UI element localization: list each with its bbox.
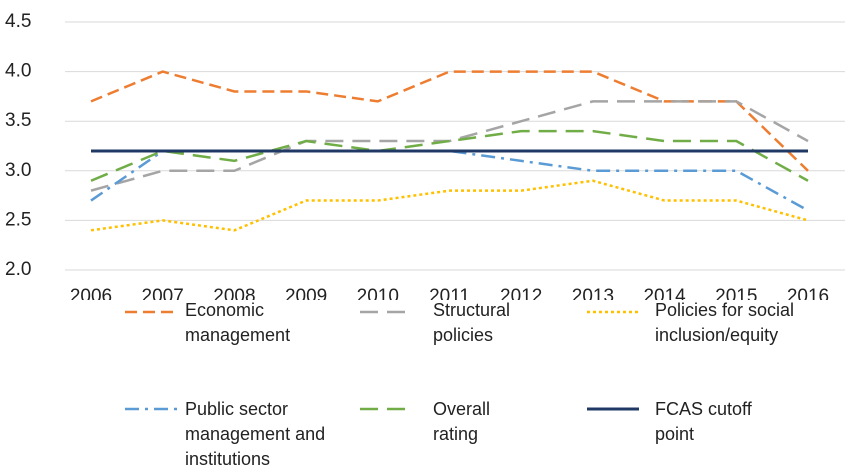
x-tick-label: 2007	[142, 286, 184, 300]
y-tick-label: 3.0	[5, 160, 31, 181]
legend-label: Economic management	[185, 300, 291, 345]
x-tick-label: 2010	[357, 286, 399, 300]
legend-label: Structural policies	[433, 300, 511, 345]
x-tick-label: 2006	[70, 286, 112, 300]
legend-label: Overall rating	[433, 399, 491, 444]
y-tick-label: 2.0	[5, 259, 31, 280]
series-line	[90, 100, 809, 192]
y-tick-label: 4.0	[5, 61, 31, 82]
series-line	[90, 149, 809, 212]
legend-lines	[125, 310, 639, 411]
legend-label: Public sector management and institution…	[185, 399, 326, 469]
series-line	[90, 179, 809, 232]
legend-label: FCAS cutoff point	[655, 399, 752, 444]
y-tick-label: 2.5	[5, 209, 31, 230]
y-tick-label: 4.5	[5, 11, 31, 32]
legend-label: Policies for social inclusion/equity	[655, 300, 795, 345]
y-tick-label: 3.5	[5, 110, 31, 131]
series-line	[90, 129, 809, 182]
x-tick-label: 2013	[572, 286, 614, 300]
